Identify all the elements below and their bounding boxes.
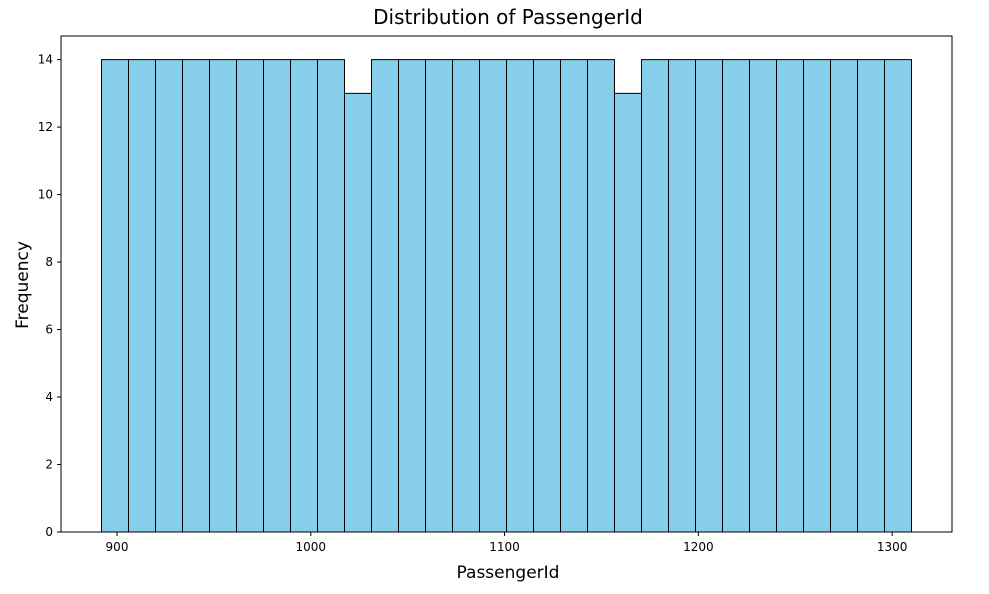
histogram-bar xyxy=(505,59,534,533)
histogram-bar xyxy=(181,59,210,533)
chart-title: Distribution of PassengerId xyxy=(373,5,643,29)
histogram-bar xyxy=(451,59,480,533)
histogram-bar xyxy=(856,59,885,533)
histogram-bar xyxy=(316,59,345,533)
y-tick-label: 12 xyxy=(38,120,53,134)
y-tick-label: 8 xyxy=(45,255,53,269)
histogram-bar xyxy=(775,59,804,533)
histogram-bar xyxy=(127,59,156,533)
histogram-bar xyxy=(667,59,696,533)
y-tick-label: 2 xyxy=(45,458,53,472)
histogram-bar xyxy=(883,59,912,533)
x-tick-label: 900 xyxy=(106,540,129,554)
histogram-bar xyxy=(829,59,858,533)
histogram-bar xyxy=(559,59,588,533)
histogram-bar xyxy=(370,59,399,533)
y-tick-label: 0 xyxy=(45,525,53,539)
histogram-bar xyxy=(478,59,507,533)
x-axis-title: PassengerId xyxy=(457,563,560,583)
histogram-bar xyxy=(343,92,372,533)
y-tick-label: 4 xyxy=(45,390,53,404)
x-tick-label: 1200 xyxy=(683,540,714,554)
histogram-bar xyxy=(235,59,264,533)
x-tick-label: 1300 xyxy=(877,540,908,554)
y-tick-label: 10 xyxy=(38,188,53,202)
histogram-bar xyxy=(748,59,777,533)
histogram-bar xyxy=(586,59,615,533)
bars-group xyxy=(101,59,912,533)
histogram-bar xyxy=(208,59,237,533)
histogram-bar xyxy=(424,59,453,533)
y-tick-label: 14 xyxy=(38,53,53,67)
y-axis-title: Frequency xyxy=(13,241,33,329)
y-tick-label: 6 xyxy=(45,323,53,337)
x-tick-label: 1100 xyxy=(489,540,520,554)
histogram-bar xyxy=(721,59,750,533)
x-tick-label: 1000 xyxy=(296,540,327,554)
histogram-bar xyxy=(397,59,426,533)
histogram-bar xyxy=(289,59,318,533)
histogram-bar xyxy=(694,59,723,533)
histogram-bar xyxy=(613,92,642,533)
histogram-bar xyxy=(101,59,129,533)
histogram-bar xyxy=(640,59,669,533)
y-axis-ticks: 0 2 4 6 8 10 12 14 xyxy=(38,53,61,539)
histogram-bar xyxy=(154,59,183,533)
histogram-bar xyxy=(262,59,291,533)
histogram-bar xyxy=(532,59,561,533)
histogram-bar xyxy=(802,59,831,533)
x-axis-ticks: 900 1000 1100 1200 1300 xyxy=(106,532,908,554)
plot-frame xyxy=(60,35,953,533)
